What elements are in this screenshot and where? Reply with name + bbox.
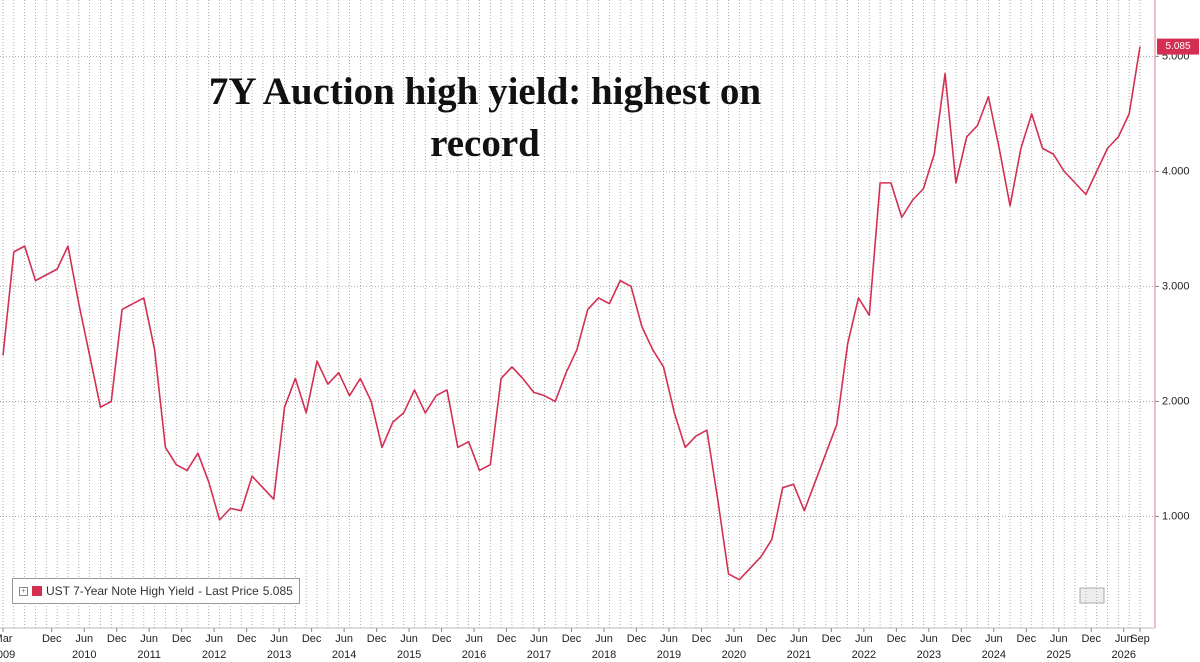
y-tick-label: 2.000 bbox=[1162, 395, 1190, 407]
x-tick-year-label: 2024 bbox=[982, 649, 1006, 661]
x-tick-year-label: 2017 bbox=[527, 649, 551, 661]
legend-expand: + bbox=[19, 586, 28, 596]
x-tick-label: Dec bbox=[172, 633, 192, 645]
x-tick-label: Jun bbox=[1050, 633, 1068, 645]
x-tick-label: Dec bbox=[42, 633, 62, 645]
x-tick-label: Dec bbox=[367, 633, 387, 645]
x-tick-year-label: 2011 bbox=[137, 649, 161, 661]
x-tick-year-label: 2018 bbox=[592, 649, 616, 661]
x-tick-label: Dec bbox=[757, 633, 777, 645]
x-tick-label: Dec bbox=[952, 633, 972, 645]
x-tick-label: Dec bbox=[1081, 633, 1101, 645]
toolbar-icon bbox=[1079, 587, 1105, 604]
x-tick-label: Mar bbox=[0, 633, 13, 645]
x-tick-label: Jun bbox=[920, 633, 938, 645]
x-tick-label: Dec bbox=[692, 633, 712, 645]
x-tick-label: Jun bbox=[855, 633, 873, 645]
x-tick-year-label: 2026 bbox=[1112, 649, 1136, 661]
x-tick-year-label: 2010 bbox=[72, 649, 96, 661]
x-tick-label: Dec bbox=[237, 633, 257, 645]
y-tick-label: 1.000 bbox=[1162, 510, 1190, 522]
x-tick-label: Jun bbox=[205, 633, 223, 645]
x-tick-label: Jun bbox=[335, 633, 353, 645]
x-tick-label: Jun bbox=[530, 633, 548, 645]
x-tick-year-label: 2015 bbox=[397, 649, 421, 661]
x-tick-label: Sep bbox=[1130, 633, 1150, 645]
x-tick-label: Dec bbox=[822, 633, 842, 645]
x-tick-label: Jun bbox=[75, 633, 93, 645]
x-tick-year-label: 2019 bbox=[657, 649, 681, 661]
x-tick-label: Jun bbox=[660, 633, 678, 645]
last-price-label: 5.085 bbox=[1165, 41, 1190, 52]
y-tick-label: 3.000 bbox=[1162, 280, 1190, 292]
x-tick-label: Jun bbox=[400, 633, 418, 645]
x-tick-year-label: 2023 bbox=[917, 649, 941, 661]
x-tick-label: Jun bbox=[790, 633, 808, 645]
legend: + UST 7-Year Note High Yield - Last Pric… bbox=[12, 578, 300, 604]
last-price-tag bbox=[1157, 38, 1199, 55]
x-tick-label: Jun bbox=[140, 633, 158, 645]
x-tick-year-label: 2012 bbox=[202, 649, 226, 661]
x-tick-label: Jun bbox=[270, 633, 288, 645]
x-tick-year-label: 2013 bbox=[267, 649, 291, 661]
x-tick-label: Jun bbox=[725, 633, 743, 645]
legend-swatch bbox=[32, 586, 42, 596]
x-tick-label: Jun bbox=[595, 633, 613, 645]
line-series bbox=[2, 46, 1141, 581]
chart-title: 7Y Auction high yield: highest on record bbox=[208, 70, 762, 165]
x-tick-label: Dec bbox=[887, 633, 907, 645]
legend-label: UST 7-Year Note High Yield bbox=[46, 584, 195, 598]
legend-last-price-label: - Last Price bbox=[198, 584, 259, 598]
x-tick-label: Dec bbox=[497, 633, 517, 645]
x-tick-label: Jun bbox=[985, 633, 1003, 645]
x-tick-label: Dec bbox=[562, 633, 582, 645]
x-tick-year-label: 2025 bbox=[1047, 649, 1071, 661]
x-tick-label: Jun bbox=[1115, 633, 1133, 645]
x-tick-year-label: 2022 bbox=[852, 649, 876, 661]
x-tick-label: Dec bbox=[107, 633, 127, 645]
x-tick-label: Dec bbox=[302, 633, 322, 645]
x-tick-label: Dec bbox=[627, 633, 647, 645]
legend-last-price: 5.085 bbox=[262, 584, 293, 598]
x-tick-label: Dec bbox=[432, 633, 452, 645]
y-tick-label: 4.000 bbox=[1162, 165, 1190, 177]
x-tick-year-label: 2020 bbox=[722, 649, 746, 661]
x-tick-year-label: 2021 bbox=[787, 649, 811, 661]
x-tick-year-label: 2016 bbox=[462, 649, 486, 661]
x-tick-year-label: 2009 bbox=[0, 649, 15, 661]
x-tick-label: Jun bbox=[465, 633, 483, 645]
x-tick-year-label: 2014 bbox=[332, 649, 356, 661]
x-tick-label: Dec bbox=[1017, 633, 1037, 645]
